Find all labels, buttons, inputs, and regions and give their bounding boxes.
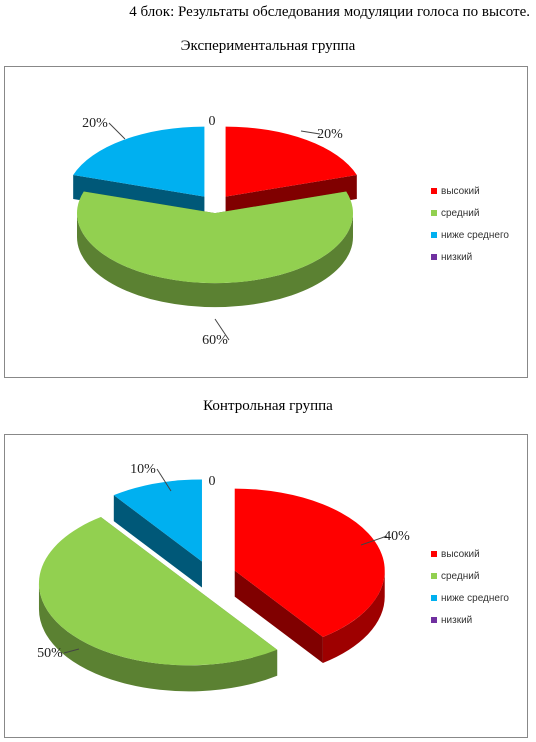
chart-title-experimental: Экспериментальная группа <box>180 38 356 54</box>
data-label-низкий: 0 <box>209 474 216 489</box>
leader-line-средний <box>214 318 230 341</box>
legend-label-низкий: низкий <box>441 615 472 626</box>
legend-label-низкий: низкий <box>441 252 472 263</box>
chart-control: 40% 50% 10% 0 высокий средний ниже среднего низ… <box>4 434 528 738</box>
legend-label-ниже-среднего: ниже среднего <box>441 230 509 241</box>
legend-label-высокий: высокий <box>441 186 480 197</box>
legend-label-средний: средний <box>441 208 479 219</box>
leader-line-высокий <box>300 130 321 135</box>
legend-swatch-высокий <box>431 551 437 557</box>
data-label-средний: 50% <box>37 646 63 661</box>
legend-swatch-высокий <box>431 188 437 194</box>
pie-slice-высокий <box>234 488 385 663</box>
legend-label-средний: средний <box>441 571 479 582</box>
chart-svg-experimental: 20% 60% 20% 0 высокий средний ниже среднего низ… <box>73 114 509 348</box>
chart-svg-control: 40% 50% 10% 0 высокий средний ниже среднего низ… <box>37 462 509 692</box>
legend-swatch-низкий <box>431 254 437 260</box>
data-label-низкий: 0 <box>209 114 216 129</box>
chart-title-control: Контрольная группа <box>203 398 333 414</box>
legend-swatch-низкий <box>431 617 437 623</box>
document-title: 4 блок: Результаты обследования модуляци… <box>129 4 530 20</box>
leader-line-высокий <box>360 535 388 546</box>
data-label-ниже-среднего: 10% <box>130 462 156 477</box>
leader-line-средний <box>63 648 80 654</box>
legend-swatch-ниже-среднего <box>431 595 437 601</box>
legend-label-ниже-среднего: ниже среднего <box>441 593 509 604</box>
pie-slice-ниже-среднего <box>113 479 202 588</box>
data-label-ниже-среднего: 20% <box>82 116 108 131</box>
legend-swatch-средний <box>431 210 437 216</box>
pie-slice-средний <box>77 191 353 308</box>
chart-experimental: 20% 60% 20% 0 высокий средний ниже среднего низ… <box>4 66 528 378</box>
legend-swatch-ниже-среднего <box>431 232 437 238</box>
legend-swatch-средний <box>431 573 437 579</box>
data-label-высокий: 40% <box>384 529 410 544</box>
leader-line-ниже-среднего <box>156 468 172 492</box>
data-label-высокий: 20% <box>317 127 343 142</box>
legend-label-высокий: высокий <box>441 549 480 560</box>
leader-line-ниже-среднего <box>108 122 126 140</box>
data-label-средний: 60% <box>202 333 228 348</box>
pie-slice-средний <box>38 517 278 692</box>
